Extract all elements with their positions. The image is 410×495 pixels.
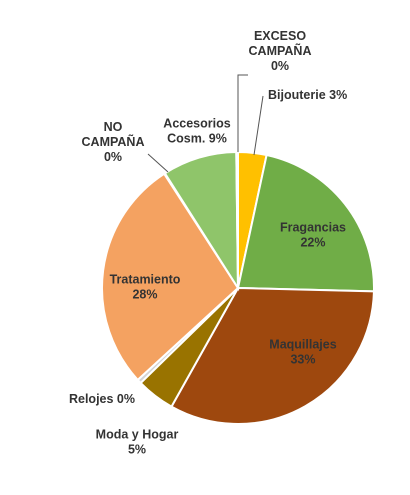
data-label-line: Fragancias: [280, 221, 346, 235]
pie-slice-tratamiento: [101, 172, 240, 382]
pie-slice-maquillajes: [170, 286, 375, 425]
data-label-relojes: Relojes 0%: [69, 392, 135, 406]
data-label-line: Accesorios: [163, 117, 230, 131]
data-label-maquillajes: Maquillajes 33%: [269, 338, 336, 367]
data-label-line: Maquillajes: [269, 338, 336, 352]
data-label-line: CAMPAÑA: [249, 43, 312, 58]
data-label-line: Bijouterie 3%: [268, 88, 347, 102]
data-label-line: Moda y Hogar: [96, 428, 179, 442]
slice-labels: Bijouterie 3% Fragancias 22% Maquillajes 33%…: [69, 29, 347, 457]
data-label-line: 22%: [300, 236, 325, 250]
data-label-line: 5%: [128, 443, 146, 457]
data-label-line: CAMPAÑA: [82, 134, 145, 149]
data-label-line: Tratamiento: [110, 273, 181, 287]
data-label-line: Cosm. 9%: [167, 132, 227, 146]
data-label-moda-y-hogar: Moda y Hogar 5%: [96, 428, 179, 457]
data-label-line: 28%: [132, 288, 157, 302]
data-label-line: 0%: [271, 59, 289, 73]
data-label-accesorios-cosm: Accesorios Cosm. 9%: [163, 117, 230, 146]
data-label-tratamiento: Tratamiento 28%: [110, 273, 181, 302]
leader-lines: [147, 74, 264, 173]
data-label-line: Relojes 0%: [69, 392, 135, 406]
data-label-line: 33%: [290, 353, 315, 367]
data-label-bijouterie: Bijouterie 3%: [268, 88, 347, 102]
data-label-line: EXCESO: [254, 29, 306, 43]
leader-line-exceso-campana: [237, 74, 248, 152]
pie-slice-fragancias: [236, 153, 375, 293]
pie-slices: [101, 150, 375, 425]
data-label-exceso-campana: EXCESO CAMPAÑA 0%: [249, 29, 312, 73]
data-label-line: NO: [104, 120, 123, 134]
data-label-no-campana: NO CAMPAÑA 0%: [82, 120, 145, 164]
data-label-line: 0%: [104, 150, 122, 164]
leader-line-no-campana: [147, 153, 169, 173]
leader-line-bijouterie: [253, 95, 264, 156]
data-label-fragancias: Fragancias 22%: [280, 221, 346, 250]
